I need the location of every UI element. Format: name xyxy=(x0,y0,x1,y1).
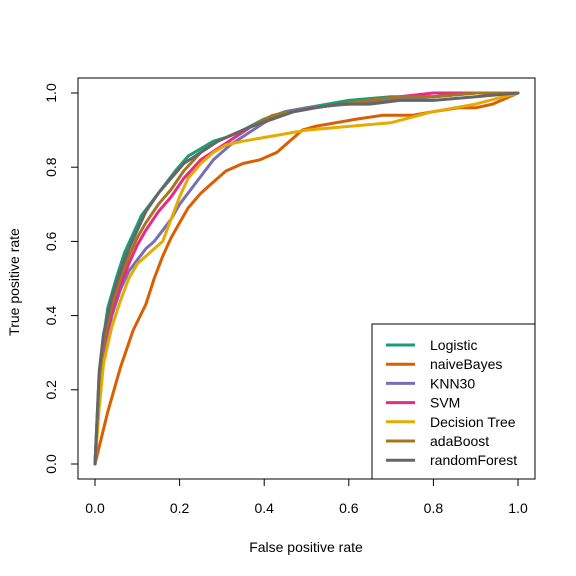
y-tick-label: 0.2 xyxy=(43,380,59,400)
legend-label: KNN30 xyxy=(430,375,475,391)
plot-frame xyxy=(77,77,536,480)
x-tick-label: 0.4 xyxy=(254,500,274,516)
legend-label: SVM xyxy=(430,395,460,411)
legend-label: naiveBayes xyxy=(430,356,502,372)
x-tick-label: 0.8 xyxy=(424,500,444,516)
series-line-logistic xyxy=(93,91,520,466)
y-axis-label: True positive rate xyxy=(6,228,22,336)
y-tick-label: 0.8 xyxy=(43,157,59,177)
y-tick-label: 0.4 xyxy=(43,306,59,326)
series-line-decision-tree xyxy=(93,91,520,466)
x-tick-label: 0.0 xyxy=(85,500,105,516)
x-tick-label: 1.0 xyxy=(508,500,528,516)
series-layer xyxy=(93,91,520,466)
series-line-randomforest xyxy=(93,91,520,466)
legend-label: randomForest xyxy=(430,452,517,468)
legend-label: Decision Tree xyxy=(430,414,516,430)
legend-label: adaBoost xyxy=(430,433,489,449)
y-tick-label: 0.6 xyxy=(43,231,59,251)
x-axis-label: False positive rate xyxy=(249,539,363,555)
legend: Logistic naiveBayes KNN30 SVM Decision Tree a… xyxy=(371,323,536,480)
axis-layer: 0.0 0.0 0.2 0.2 0.4 0.4 0.6 0.6 0.8 0.8 1.0 1.0 xyxy=(43,83,528,516)
x-tick-label: 0.2 xyxy=(170,500,190,516)
y-tick-label: 1.0 xyxy=(43,83,59,103)
y-tick-label: 0.0 xyxy=(43,454,59,474)
legend-label: Logistic xyxy=(430,337,477,353)
x-tick-label: 0.6 xyxy=(339,500,359,516)
